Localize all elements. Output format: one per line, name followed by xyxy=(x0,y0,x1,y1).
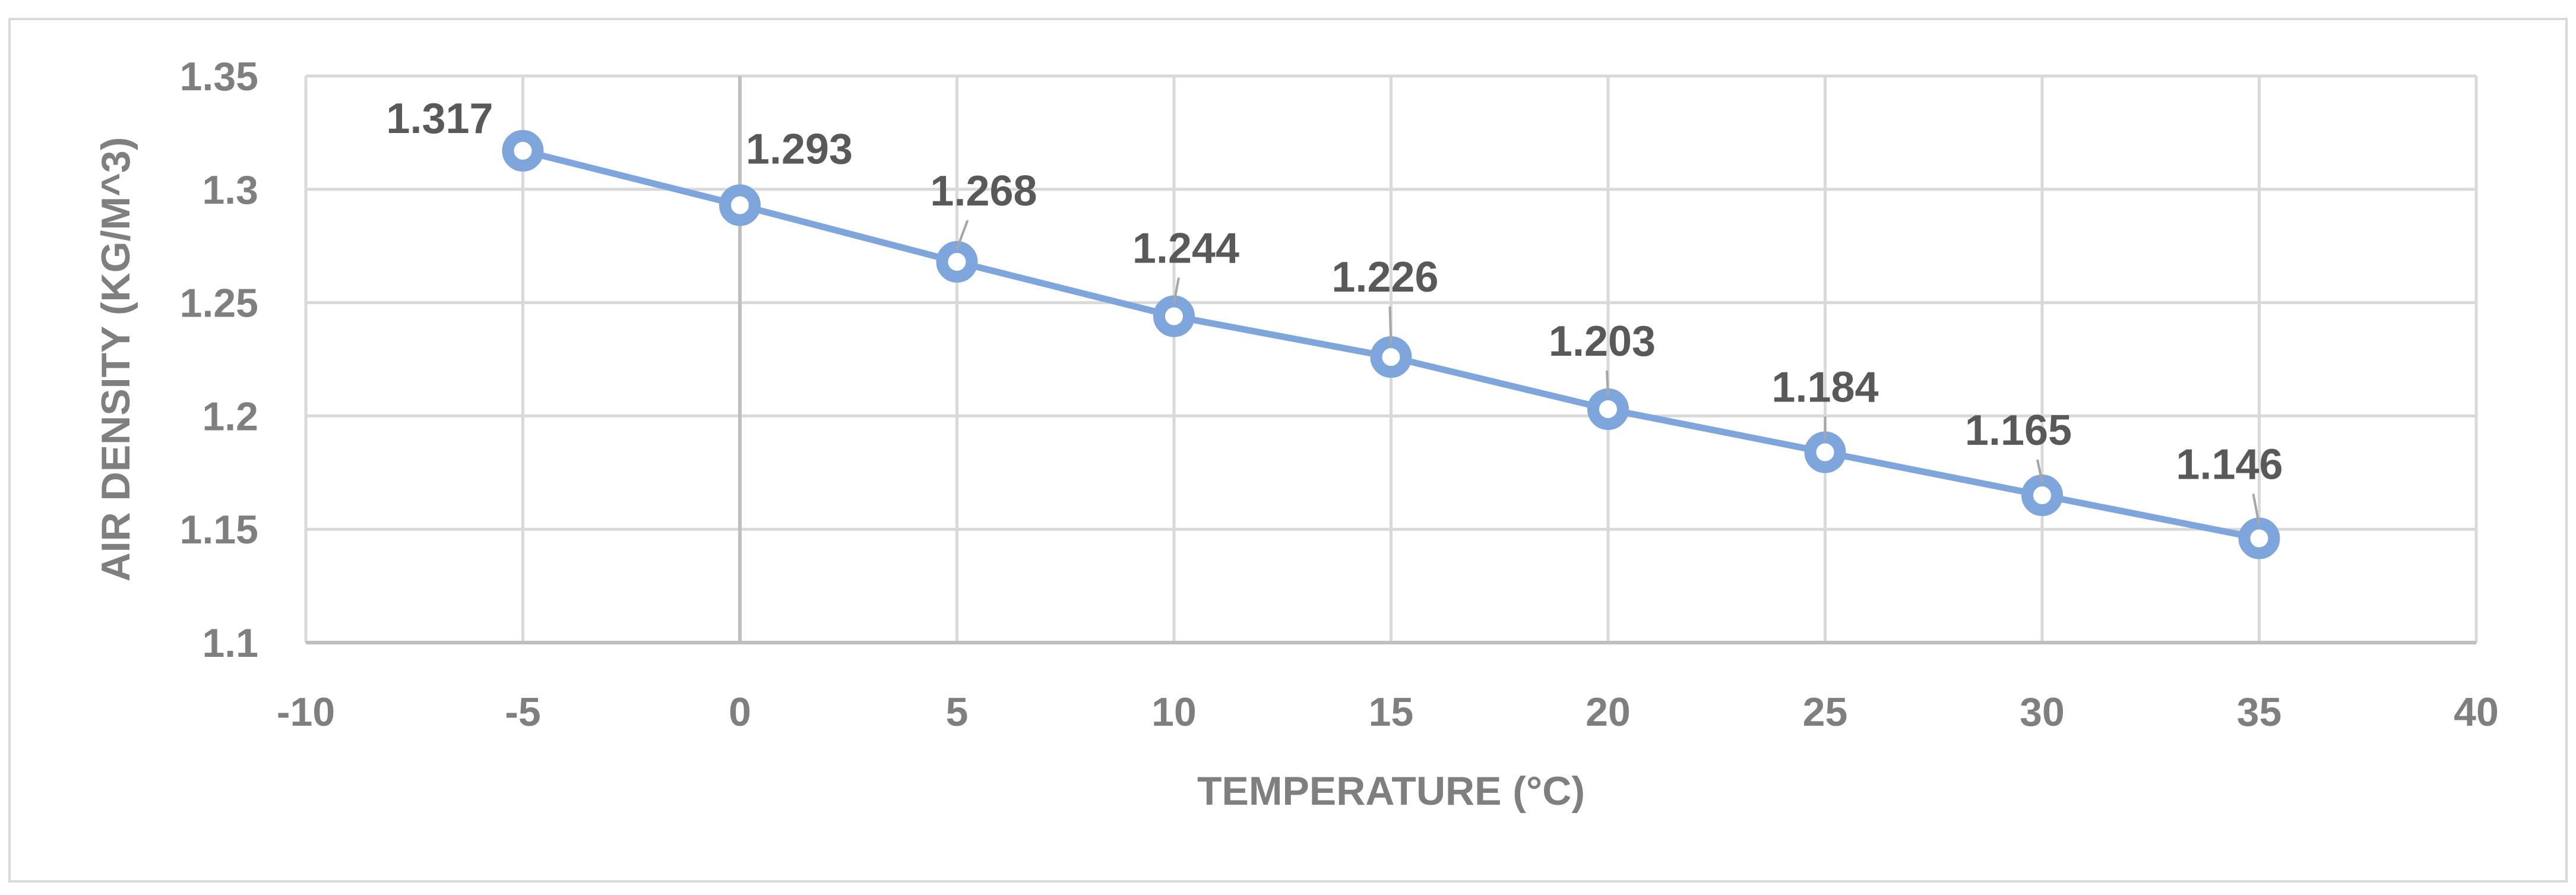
x-axis-title: TEMPERATURE (°C) xyxy=(1197,769,1585,814)
y-axis-title: AIR DENSITY (KG/M^3) xyxy=(93,137,138,582)
data-point xyxy=(502,129,544,172)
data-label: 1.184 xyxy=(1771,363,1878,411)
y-tick-labels: 1.1 1.15 1.2 1.25 1.3 1.35 xyxy=(180,54,258,666)
x-tick-label: 10 xyxy=(1151,690,1197,735)
data-point xyxy=(936,241,978,283)
x-tick-label: 20 xyxy=(1586,690,1631,735)
data-label: 1.317 xyxy=(386,95,493,143)
data-labels: 1.317 1.293 1.268 1.244 1.226 1.203 1.184 1.165… xyxy=(386,95,2283,526)
data-point xyxy=(2021,474,2063,516)
data-label: 1.146 xyxy=(2176,441,2283,488)
x-tick-label: -5 xyxy=(505,690,540,735)
chart-frame xyxy=(8,18,2568,883)
data-label: 1.293 xyxy=(746,126,853,173)
data-point xyxy=(719,184,761,226)
x-tick-label: 0 xyxy=(729,690,751,735)
data-label: 1.244 xyxy=(1132,224,1239,272)
leader-line xyxy=(1606,370,1609,397)
x-tick-label: 15 xyxy=(1369,690,1414,735)
y-tick-label: 1.35 xyxy=(180,54,258,99)
x-tick-labels: -10 -5 0 5 10 15 20 25 30 35 40 xyxy=(277,690,2499,735)
leader-line xyxy=(1173,277,1180,303)
x-tick-label: 5 xyxy=(946,690,969,735)
data-label: 1.226 xyxy=(1331,254,1438,301)
data-label: 1.268 xyxy=(930,167,1037,215)
x-tick-label: 35 xyxy=(2237,690,2282,735)
y-tick-label: 1.25 xyxy=(180,281,258,326)
leader-line xyxy=(2252,494,2261,526)
y-tick-label: 1.15 xyxy=(180,507,258,552)
data-point xyxy=(1804,431,1846,473)
x-tick-label: 30 xyxy=(2020,690,2065,735)
leader-line xyxy=(1388,306,1393,344)
data-point xyxy=(1153,295,1195,337)
data-point xyxy=(1587,388,1629,430)
data-point xyxy=(1370,336,1412,378)
data-label: 1.165 xyxy=(1965,407,2072,454)
x-tick-label: 40 xyxy=(2454,690,2499,735)
y-tick-label: 1.1 xyxy=(202,621,258,666)
x-tick-label: 25 xyxy=(1803,690,1848,735)
data-point xyxy=(2238,517,2280,559)
leader-line xyxy=(955,220,969,249)
leader-line xyxy=(2036,459,2043,483)
y-tick-label: 1.3 xyxy=(202,167,258,213)
y-tick-label: 1.2 xyxy=(202,394,258,439)
x-tick-label: -10 xyxy=(277,690,335,735)
data-label: 1.203 xyxy=(1549,318,1656,365)
